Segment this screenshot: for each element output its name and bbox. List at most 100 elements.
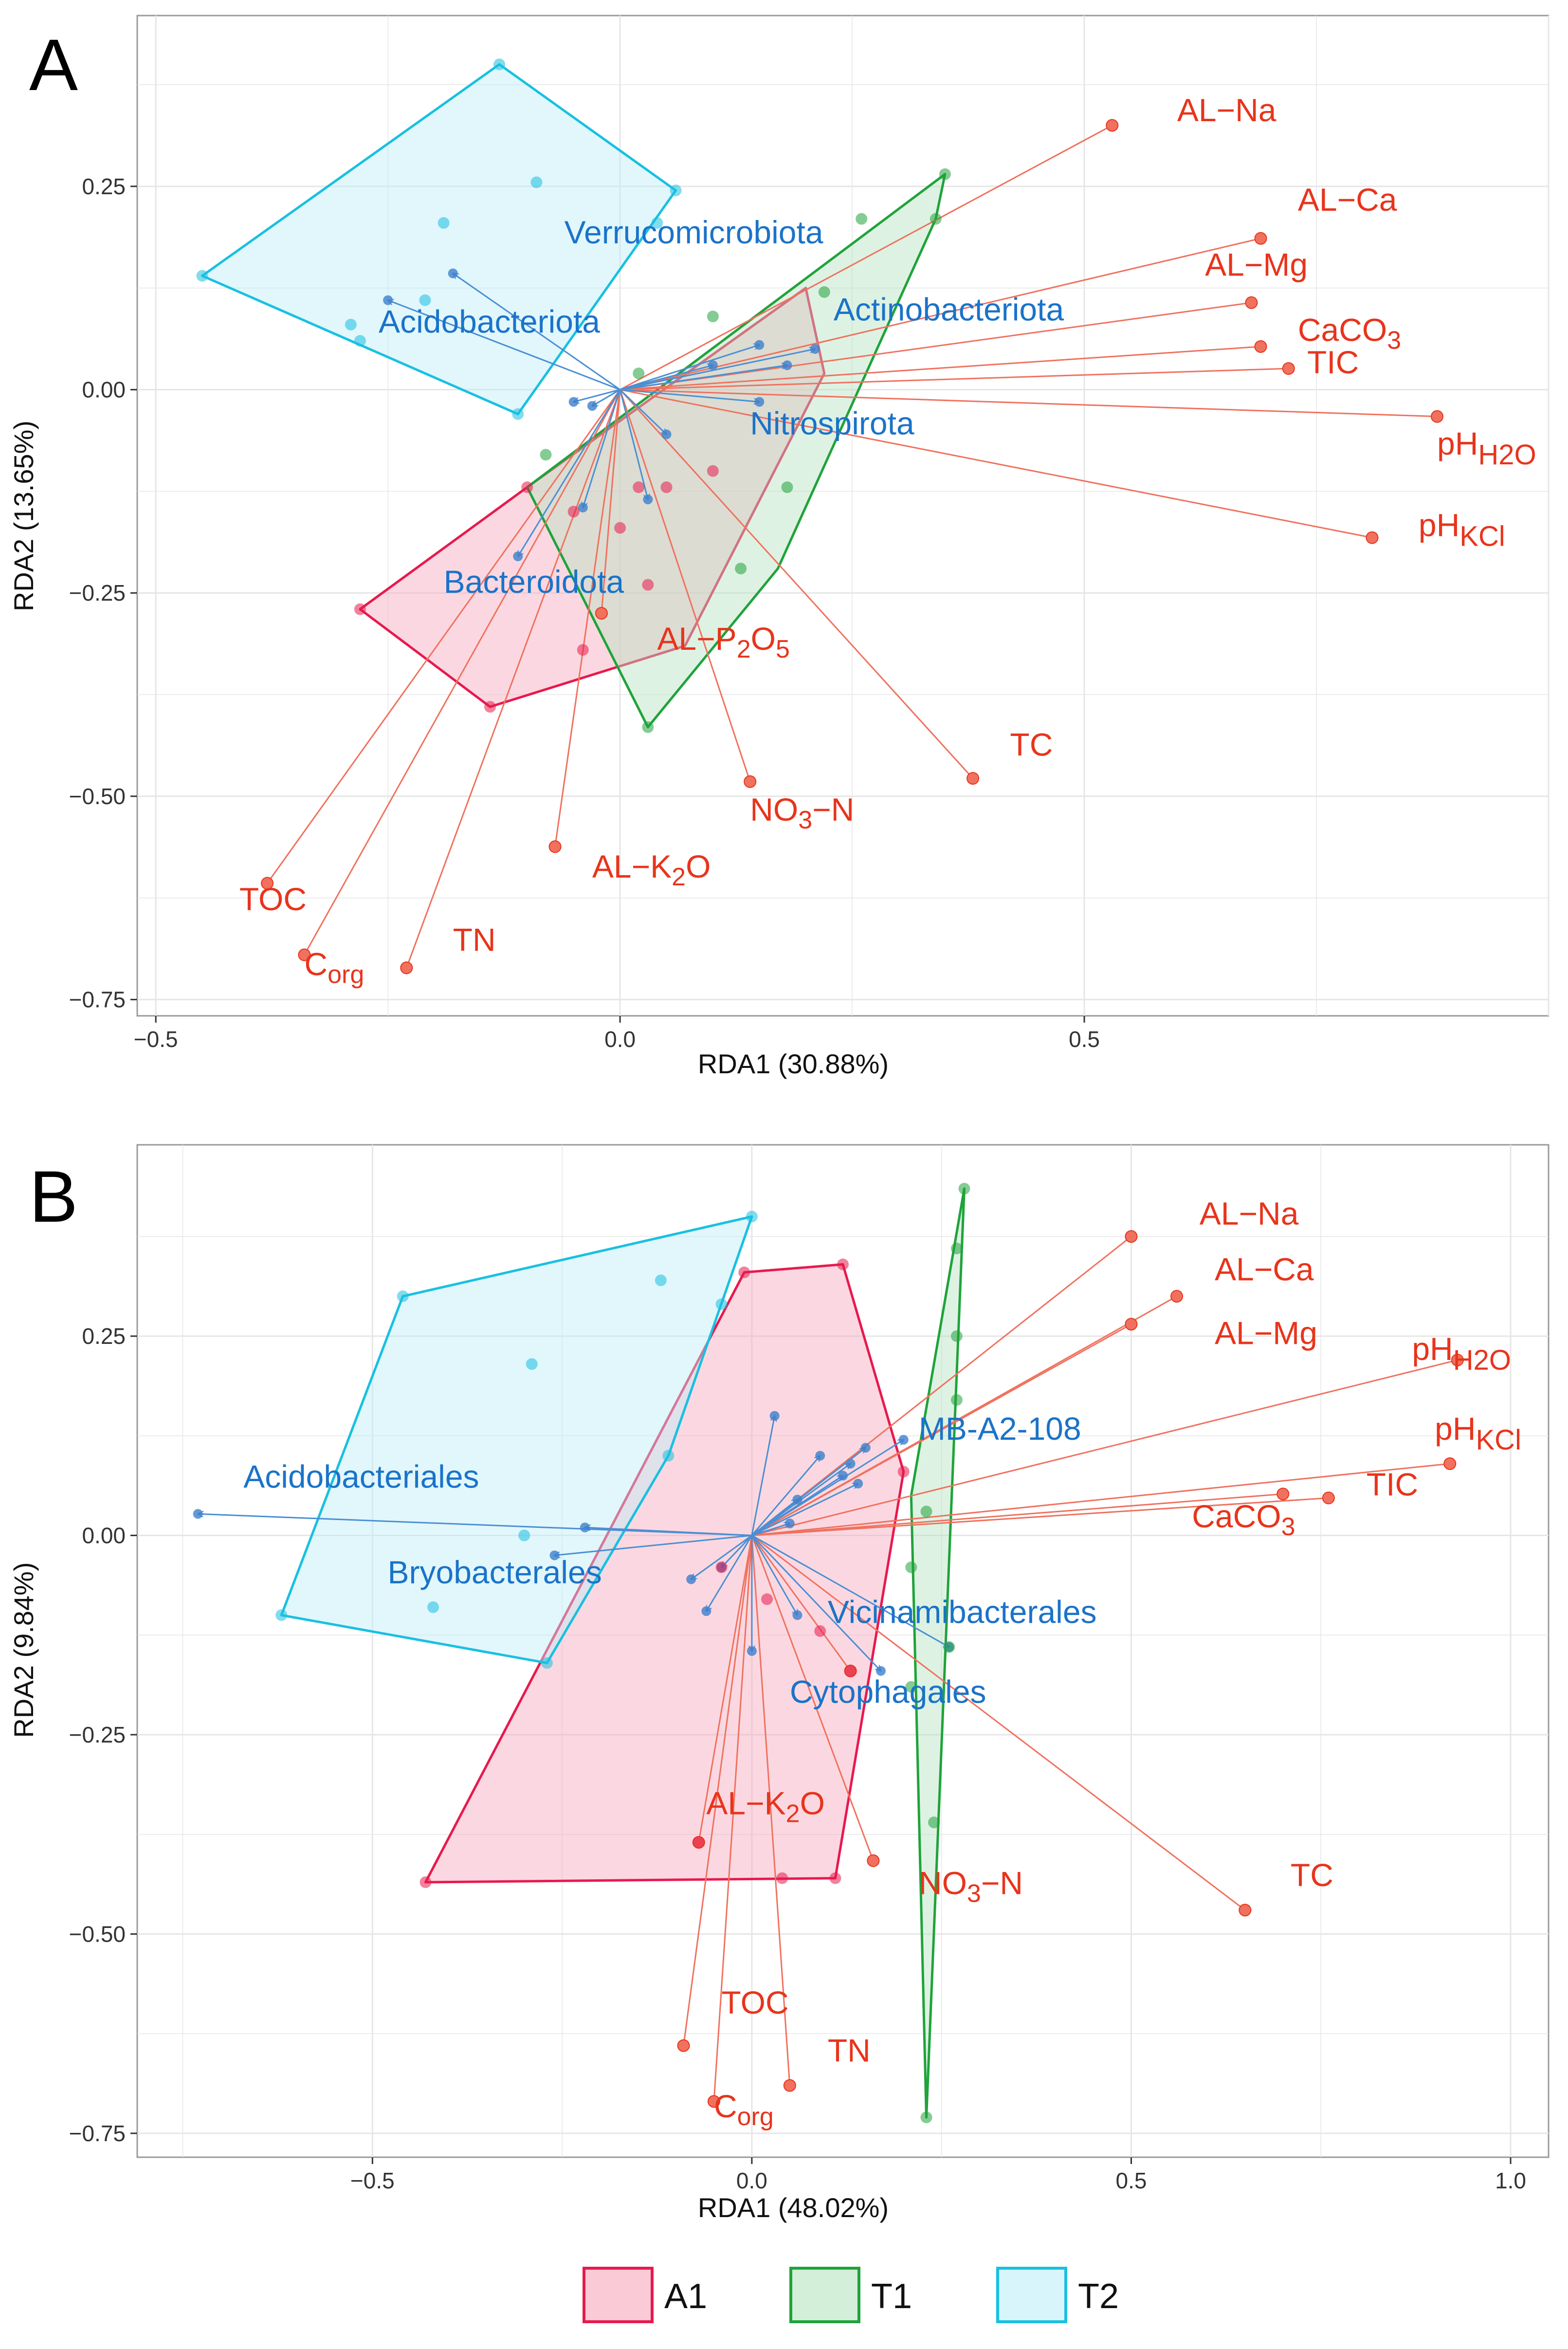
sample-point-t1 <box>939 168 951 180</box>
env-label-al-mg: AL−Mg <box>1215 1315 1317 1351</box>
env-vector-tip <box>966 772 980 785</box>
taxa-vector-unlabeled <box>583 389 621 508</box>
taxa-vector-tip <box>448 268 458 278</box>
sample-point-a1 <box>567 506 580 518</box>
env-vector-al-ca <box>620 239 1260 390</box>
taxa-vector-tip <box>643 495 653 505</box>
sample-point-a1 <box>693 1836 705 1849</box>
hull-t2 <box>280 1215 753 1665</box>
sample-point-t2 <box>354 335 366 347</box>
taxa-vector-tip <box>513 551 523 562</box>
sample-point-t1 <box>905 1681 917 1693</box>
sample-point-t1 <box>856 213 868 225</box>
x-tick-label: 0.0 <box>604 1027 636 1052</box>
taxa-label-cytophagales: Cytophagales <box>790 1673 986 1709</box>
taxa-vector-tip <box>792 1610 802 1620</box>
env-label-ph-h2o: pHH2O <box>1412 1331 1511 1376</box>
y-tick-label: −0.75 <box>69 987 126 1012</box>
env-label-al-mg: AL−Mg <box>1205 247 1308 283</box>
sample-point-t2 <box>746 1211 758 1223</box>
legend-label-t2: T2 <box>1078 2277 1119 2316</box>
sample-point-t2 <box>651 217 663 229</box>
panel-b-group-hulls <box>280 1187 966 2119</box>
taxa-vector-acidobacteriales <box>198 1514 752 1537</box>
taxa-vector-tip <box>661 429 672 440</box>
sample-point-t2 <box>526 1358 538 1370</box>
env-label-tic: TIC <box>1367 1467 1418 1503</box>
sample-point-a1 <box>614 522 626 534</box>
env-label-tn: TN <box>453 921 496 957</box>
panel-b-environment-labels: AL−Na AL−Ca AL−Mg pHH2O pHKCl TIC CaCO3 TC NO3−N… <box>706 1195 1521 2131</box>
y-tick-label: 0.25 <box>82 1323 126 1349</box>
env-vector-ph-h2o <box>751 1360 1458 1536</box>
sample-point-a1 <box>776 1872 788 1884</box>
sample-point-a1 <box>642 579 654 591</box>
taxa-label-nitrospirota: Nitrospirota <box>750 405 914 441</box>
env-vector-ph-h2o <box>620 389 1437 417</box>
sample-point-t2 <box>345 318 357 330</box>
panel-b-x-axis-title: RDA1 (48.02%) <box>698 2192 889 2223</box>
taxa-vector-tip <box>747 1646 757 1656</box>
panel-a-x-axis-title: RDA1 (30.88%) <box>698 1048 889 1079</box>
taxa-vector-tip <box>810 344 820 354</box>
env-vector-unlabeled <box>751 1535 851 1671</box>
sample-point-t2 <box>196 270 208 282</box>
env-vector-tip <box>1431 410 1444 423</box>
sample-point-t1 <box>920 2111 932 2124</box>
env-vector-ph-kcl <box>751 1464 1450 1537</box>
taxa-vector-tip <box>838 1470 848 1481</box>
sample-point-t1 <box>930 213 942 225</box>
env-vector-tip <box>867 1854 880 1867</box>
env-vector-corg <box>714 1535 753 2102</box>
env-label-tc: TC <box>1291 1857 1333 1893</box>
env-vector-corg <box>304 389 621 955</box>
taxa-vector-unlabeled <box>706 1535 753 1612</box>
env-label-tc: TC <box>1010 726 1053 762</box>
env-label-al-na: AL−Na <box>1200 1195 1299 1231</box>
legend-swatch-t1 <box>789 2267 860 2323</box>
sample-point-a1 <box>354 603 366 615</box>
x-tick-label: 0.5 <box>1069 1027 1100 1052</box>
env-vector-tic <box>751 1498 1329 1537</box>
env-label-corg: Corg <box>714 2088 774 2131</box>
env-label-caco3: CaCO3 <box>1298 312 1401 354</box>
taxa-vector-tip <box>875 1666 886 1676</box>
panel-b-grid <box>137 1145 1549 2157</box>
taxa-vector-tip <box>708 360 718 370</box>
sample-point-a1 <box>521 481 533 494</box>
legend: A1 T1 T2 <box>583 2267 1119 2323</box>
env-vector-tn <box>751 1535 790 2086</box>
sample-point-t2 <box>438 217 450 229</box>
sample-point-t1 <box>950 1330 963 1342</box>
sample-point-a1 <box>715 1561 728 1574</box>
panel-b-letter: B <box>29 1156 78 1237</box>
taxa-label-bacteroidota: Bacteroidota <box>444 564 624 600</box>
env-vector-al-mg <box>620 303 1251 391</box>
sample-point-a1 <box>707 465 719 477</box>
env-vector-caco3 <box>751 1494 1283 1537</box>
env-vector-tip <box>1276 1487 1290 1501</box>
panel-b-y-axis-title: RDA2 (9.84%) <box>8 1562 39 1738</box>
taxa-vector-tip <box>792 1494 802 1505</box>
taxa-vector-tip <box>701 1606 711 1616</box>
taxa-vector-tip <box>815 1450 825 1461</box>
env-vector-no3-n <box>619 389 750 782</box>
sample-point-a1 <box>577 644 589 656</box>
env-vector-tip <box>1254 340 1267 353</box>
sample-point-t2 <box>419 294 431 306</box>
taxa-vector-unlabeled <box>620 349 815 391</box>
taxa-vector-unlabeled <box>619 389 648 500</box>
sample-point-a1 <box>761 1593 773 1605</box>
sample-point-t2 <box>530 176 543 188</box>
sample-point-a1 <box>844 1665 857 1677</box>
env-vector-tip <box>400 961 413 974</box>
panel-b-taxa-labels: Acidobacteriales Bryobacterales MB-A2-108 V… <box>243 1411 1096 1709</box>
taxa-vector-tip <box>860 1443 871 1453</box>
taxa-label-vicinamibacterales: Vicinamibacterales <box>828 1594 1097 1630</box>
env-label-no3-n: NO3−N <box>919 1865 1023 1908</box>
panel-a-taxa-vectors <box>383 268 820 562</box>
taxa-vector-unlabeled <box>574 389 620 402</box>
env-label-toc: TOC <box>239 881 307 917</box>
sample-point-t1 <box>781 481 793 494</box>
